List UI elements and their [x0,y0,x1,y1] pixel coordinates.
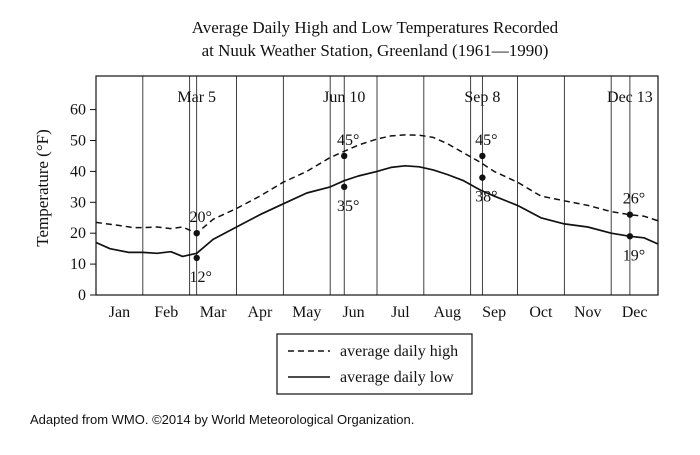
x-tick-label: Mar [200,304,227,321]
x-tick-label: Dec [622,304,648,321]
series-low-line [95,164,659,258]
plot-area: 0 10 20 30 40 50 60 Jan Feb Mar Apr May Jun Jul Aug Sep… [70,75,659,321]
x-tick-label: May [292,304,321,321]
x-tick-label: Oct [529,304,553,321]
marker-low-label: 35° [337,198,359,215]
marker-low-point [479,174,486,181]
series-high-line [95,134,659,234]
marker-date-label: Dec 13 [607,89,653,106]
marker-high-point [193,230,200,237]
marker-high-label: 45° [475,132,497,149]
marker-date-label: Sep 8 [464,89,500,106]
chart-title: Average Daily High and Low Temperatures … [192,18,559,37]
x-tick-label: Feb [154,304,178,321]
x-tick-label: Jan [109,304,130,321]
marker-date-label: Mar 5 [177,89,216,106]
x-tick-label: Jun [342,304,364,321]
marker-high-label: 45° [337,132,359,149]
marker-low-point [626,233,634,240]
legend-low-label: average daily low [340,369,454,386]
y-axis-label: Temperature (°F) [33,129,52,246]
marker-high-label: 26° [623,191,645,208]
y-tick-label: 50 [70,133,86,150]
y-tick-label: 30 [70,194,86,211]
marker-high-label: 20° [189,209,211,226]
y-tick-label: 0 [78,287,86,304]
marker-high-point [479,152,486,160]
x-tick-label: Apr [247,304,273,321]
chart-subtitle: at Nuuk Weather Station, Greenland (1961… [202,41,549,60]
legend-box [276,333,473,395]
y-tick-label: 10 [70,256,86,273]
x-tick-label: Aug [433,304,461,321]
source-note: Adapted from WMO. ©2014 by World Meteoro… [30,412,415,427]
legend-high-label: average daily high [340,343,458,360]
y-tick-label: 40 [70,163,86,180]
marker-low-point [193,254,200,262]
marker-low-label: 19° [623,247,645,264]
marker-low-label: 38° [475,189,497,206]
marker-high-point [626,211,634,218]
marker-high-point [341,152,348,160]
x-tick-label: Nov [574,304,602,321]
x-tick-label: Sep [482,304,506,321]
y-tick-label: 20 [70,225,86,242]
y-tick-label: 60 [70,102,86,119]
temperature-chart: Average Daily High and Low Temperatures … [33,18,659,395]
marker-date-label: Jun 10 [323,89,365,106]
marker-low-point [341,183,348,191]
marker-low-label: 12° [189,269,211,286]
x-tick-label: Jul [391,304,410,321]
